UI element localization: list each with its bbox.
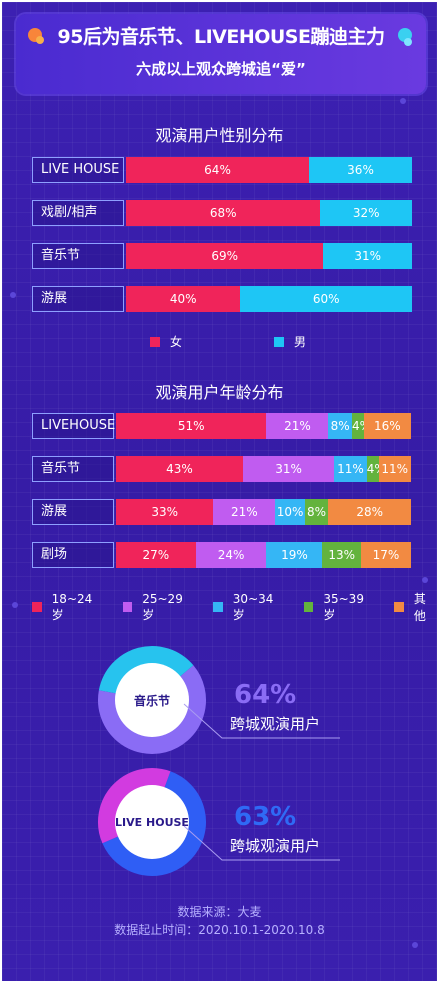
- legend-swatch-30-34: [213, 602, 223, 612]
- bar-segment: 27%: [116, 542, 196, 568]
- row-label: 游展: [32, 499, 114, 525]
- donut-center-label-music: 音乐节: [115, 663, 189, 737]
- legend-label-25-29: 25~29岁: [142, 591, 183, 622]
- row-label: 音乐节: [32, 456, 114, 482]
- row-label: 戏剧/相声: [32, 200, 124, 226]
- stacked-bar: 40% 60%: [126, 286, 412, 312]
- legend-swatch-35-39: [303, 602, 314, 612]
- bar-segment: 36%: [309, 157, 412, 183]
- bar-segment: 68%: [126, 200, 321, 226]
- bar-segment: 32%: [320, 200, 412, 226]
- cross-city-caption-music: 跨城观演用户: [230, 715, 321, 733]
- stacked-bar: 27% 24% 19% 13% 17%: [116, 542, 411, 568]
- page-title: 95后为音乐节、LIVEHOUSE蹦迪主力: [57, 26, 385, 48]
- row-label: LIVEHOUSE: [32, 413, 115, 439]
- donut-chart-livehouse: [98, 768, 206, 876]
- header-banner: 95后为音乐节、LIVEHOUSE蹦迪主力 六成以上观众跨城追“爱”: [16, 14, 426, 94]
- bar-segment: 31%: [242, 456, 335, 482]
- cyan-blob-icon: [404, 38, 412, 46]
- bar-segment: 13%: [322, 542, 361, 568]
- decor-dot: [412, 942, 418, 948]
- data-source: 数据来源：大麦: [177, 905, 262, 919]
- decor-dot: [400, 98, 406, 104]
- donut-slice: [98, 665, 206, 754]
- bar-segment: 16%: [363, 413, 411, 439]
- bar-segment: 64%: [126, 157, 310, 183]
- bar-segment: 24%: [195, 542, 267, 568]
- stacked-bar: 64% 36%: [126, 157, 412, 183]
- bar-segment: 28%: [328, 499, 411, 525]
- legend-label-18-24: 18~24岁: [51, 591, 93, 622]
- bar-segment: 21%: [266, 413, 329, 439]
- cross-city-percent-livehouse: 63%: [234, 802, 297, 832]
- gender-legend: 女 男: [150, 333, 306, 350]
- cross-city-caption-livehouse: 跨城观演用户: [230, 837, 321, 855]
- bar-segment: 21%: [213, 499, 276, 525]
- age-legend: 18~24岁 25~29岁 30~34岁 35~39岁 其他: [32, 590, 437, 624]
- bar-segment: 51%: [116, 413, 267, 439]
- legend-label-35-39: 35~39岁: [323, 591, 364, 622]
- bar-segment: 10%: [275, 499, 305, 525]
- orange-blob-icon: [36, 36, 44, 44]
- legend-swatch-male: [274, 336, 285, 347]
- bar-segment: 8%: [304, 499, 329, 525]
- legend-swatch-female: [150, 336, 160, 347]
- decor-dot: [10, 292, 16, 298]
- decor-dot: [422, 577, 428, 583]
- bar-segment: 19%: [266, 542, 323, 568]
- donut-chart-music-festival: [98, 646, 206, 754]
- donut-leader-line: [183, 825, 340, 861]
- row-label: 游展: [32, 286, 124, 312]
- bar-segment: 33%: [116, 499, 214, 525]
- bar-segment: 17%: [360, 542, 411, 568]
- gender-chart-title: 观演用户性别分布: [155, 126, 284, 145]
- cross-city-percent-music: 64%: [234, 680, 297, 710]
- bar-segment: 4%: [351, 413, 371, 439]
- donut-leader-line: [183, 703, 340, 739]
- legend-label-female: 女: [170, 335, 183, 349]
- page-subtitle: 六成以上观众跨城追“爱”: [136, 60, 306, 78]
- row-label: 剧场: [32, 542, 114, 568]
- bar-segment: 60%: [240, 286, 412, 312]
- age-chart-title: 观演用户年龄分布: [155, 383, 284, 402]
- bar-segment: 11%: [334, 456, 367, 482]
- bar-segment: 4%: [366, 456, 386, 482]
- legend-swatch-25-29: [122, 602, 133, 612]
- donut-slice: [98, 768, 171, 844]
- bar-segment: 40%: [126, 286, 241, 312]
- stacked-bar: 43% 31% 11% 4% 11%: [116, 456, 411, 482]
- bar-segment: 31%: [323, 243, 412, 269]
- row-label: LIVE HOUSE: [32, 157, 124, 183]
- bar-segment: 8%: [328, 413, 352, 439]
- bar-segment: 11%: [378, 456, 411, 482]
- donut-center-label-livehouse: LIVE HOUSE: [115, 785, 189, 859]
- stacked-bar: 69% 31%: [126, 243, 412, 269]
- row-label: 音乐节: [32, 243, 124, 269]
- legend-label-30-34: 30~34岁: [232, 591, 274, 622]
- bar-segment: 69%: [126, 243, 324, 269]
- stacked-bar: 51% 21% 8% 4% 16%: [116, 413, 411, 439]
- legend-swatch-other: [394, 602, 404, 612]
- legend-swatch-18-24: [32, 602, 42, 612]
- stacked-bar: 33% 21% 10% 8% 28%: [116, 499, 411, 525]
- bar-segment: 43%: [116, 456, 243, 482]
- legend-label-male: 男: [294, 335, 307, 349]
- donut-slice: [102, 771, 206, 876]
- data-period: 数据起止时间：2020.10.1-2020.10.8: [114, 923, 325, 937]
- stacked-bar: 68% 32%: [126, 200, 412, 226]
- decor-dot: [12, 602, 18, 608]
- donut-slice: [98, 646, 194, 694]
- legend-label-other: 其他: [413, 592, 426, 623]
